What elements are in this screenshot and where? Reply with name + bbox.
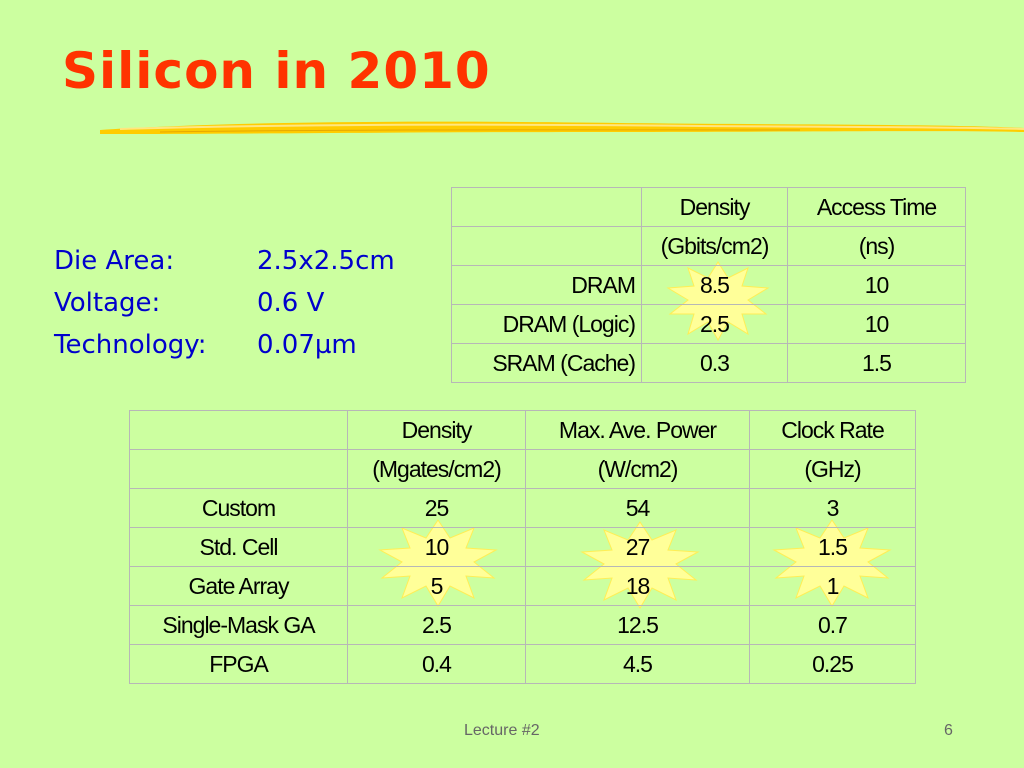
- column-unit: (ns): [787, 226, 966, 266]
- table-cell: [451, 226, 642, 266]
- table-cell: [129, 449, 348, 489]
- table-header-row: (Gbits/cm2) (ns): [451, 226, 966, 266]
- table-cell: [129, 410, 348, 450]
- table-row: FPGA 0.4 4.5 0.25: [129, 644, 916, 684]
- spec-voltage: Voltage: 0.6 V: [54, 282, 395, 324]
- table-cell: [451, 187, 642, 227]
- table-cell: 0.25: [749, 644, 916, 684]
- spec-label: Voltage:: [54, 288, 161, 318]
- memory-table: Density Access Time (Gbits/cm2) (ns) DRA…: [451, 187, 966, 383]
- table-cell: 0.4: [347, 644, 526, 684]
- table-header-row: (Mgates/cm2) (W/cm2) (GHz): [129, 449, 916, 489]
- table-row: Std. Cell 10 27 1.5: [129, 527, 916, 567]
- table-cell: 10: [787, 265, 966, 305]
- table-row: SRAM (Cache) 0.3 1.5: [451, 343, 966, 383]
- table-cell: 27: [525, 527, 750, 567]
- table-cell: 3: [749, 488, 916, 528]
- table-cell: 2.5: [641, 304, 788, 344]
- title-underline-stroke: [100, 121, 1024, 134]
- column-header: Max. Ave. Power: [525, 410, 750, 450]
- spec-value: 2.5x2.5cm: [257, 246, 395, 276]
- table-cell: 1.5: [787, 343, 966, 383]
- table-cell: 0.7: [749, 605, 916, 645]
- column-unit: (Gbits/cm2): [641, 226, 788, 266]
- spec-label: Technology:: [54, 330, 207, 360]
- spec-die-area: Die Area: 2.5x2.5cm: [54, 240, 395, 282]
- row-header: Single-Mask GA: [129, 605, 348, 645]
- table-row: Custom 25 54 3: [129, 488, 916, 528]
- table-row: Gate Array 5 18 1: [129, 566, 916, 606]
- table-cell: 25: [347, 488, 526, 528]
- spec-value: 0.07µm: [257, 330, 357, 360]
- spec-technology: Technology: 0.07µm: [54, 324, 395, 366]
- column-header: Access Time: [787, 187, 966, 227]
- column-header: Clock Rate: [749, 410, 916, 450]
- table-cell: 1.5: [749, 527, 916, 567]
- column-header: Density: [347, 410, 526, 450]
- table-cell: 0.3: [641, 343, 788, 383]
- row-header: DRAM: [451, 265, 642, 305]
- table-cell: 12.5: [525, 605, 750, 645]
- table-cell: 2.5: [347, 605, 526, 645]
- column-unit: (Mgates/cm2): [347, 449, 526, 489]
- row-header: DRAM (Logic): [451, 304, 642, 344]
- row-header: Custom: [129, 488, 348, 528]
- column-unit: (W/cm2): [525, 449, 750, 489]
- logic-table: Density Max. Ave. Power Clock Rate (Mgat…: [129, 410, 916, 684]
- table-cell: 18: [525, 566, 750, 606]
- page-number: 6: [944, 722, 953, 739]
- table-row: DRAM (Logic) 2.5 10: [451, 304, 966, 344]
- table-cell: 54: [525, 488, 750, 528]
- table-header-row: Density Max. Ave. Power Clock Rate: [129, 410, 916, 450]
- table-row: DRAM 8.5 10: [451, 265, 966, 305]
- table-cell: 5: [347, 566, 526, 606]
- spec-value: 0.6 V: [257, 288, 325, 318]
- table-cell: 10: [347, 527, 526, 567]
- table-cell: 8.5: [641, 265, 788, 305]
- table-row: Single-Mask GA 2.5 12.5 0.7: [129, 605, 916, 645]
- row-header: Std. Cell: [129, 527, 348, 567]
- table-cell: 10: [787, 304, 966, 344]
- footer-lecture: Lecture #2: [464, 722, 540, 739]
- table-cell: 4.5: [525, 644, 750, 684]
- slide-title: Silicon in 2010: [62, 42, 491, 100]
- row-header: Gate Array: [129, 566, 348, 606]
- row-header: FPGA: [129, 644, 348, 684]
- table-header-row: Density Access Time: [451, 187, 966, 227]
- column-header: Density: [641, 187, 788, 227]
- table-cell: 1: [749, 566, 916, 606]
- column-unit: (GHz): [749, 449, 916, 489]
- spec-label: Die Area:: [54, 246, 175, 276]
- row-header: SRAM (Cache): [451, 343, 642, 383]
- chip-specs: Die Area: 2.5x2.5cm Voltage: 0.6 V Techn…: [54, 240, 395, 366]
